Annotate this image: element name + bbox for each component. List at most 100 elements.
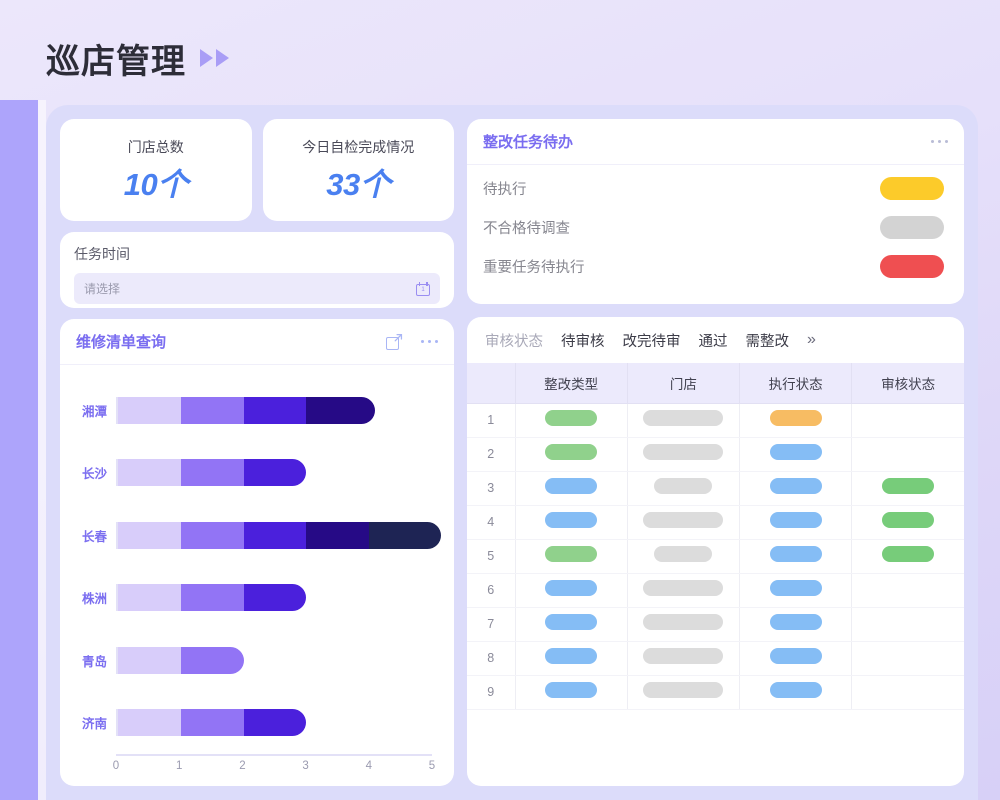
bar-row[interactable]: 长春	[68, 521, 442, 549]
cell-pill	[545, 443, 598, 460]
cell-rectification-type	[515, 675, 628, 710]
stat-card-total-stores[interactable]: 门店总数 10个	[60, 119, 252, 221]
cell-rectification-type	[515, 471, 628, 506]
filter-tab-needs-rectification[interactable]: 需整改	[745, 333, 790, 350]
stat-label: 门店总数	[127, 138, 184, 155]
x-tick-label: 0	[112, 760, 120, 772]
row-index: 1	[467, 403, 516, 438]
bar-row[interactable]: 济南	[68, 709, 432, 737]
bar-segment	[243, 584, 307, 612]
filter-expand-icon[interactable]: »	[807, 331, 816, 348]
filter-tab-fixed-pending-review[interactable]: 改完待审	[622, 333, 681, 350]
cell-pill	[882, 477, 935, 494]
cell-pill	[545, 647, 598, 664]
cell-store	[627, 641, 741, 676]
table-row[interactable]: 6	[467, 573, 964, 608]
todo-row-label: 重要任务待执行	[483, 260, 585, 276]
table-row[interactable]: 3	[467, 471, 964, 506]
row-index: 9	[467, 675, 516, 710]
cell-store	[627, 471, 741, 506]
stat-label: 今日自检完成情况	[302, 138, 415, 155]
cell-pill	[643, 511, 724, 528]
page-title: 巡店管理	[46, 42, 186, 81]
cell-pill	[769, 443, 822, 460]
filter-label: 审核状态	[485, 333, 543, 350]
cell-rectification-type	[515, 641, 628, 676]
cell-audit-status	[851, 573, 964, 608]
todo-row-label: 不合格待调查	[483, 221, 570, 237]
repair-list-chart-card: 维修清单查询 湘潭 长沙 长春 株洲 青岛 济南 0 1 2 3 4 5	[60, 319, 454, 786]
col-audit-status: 审核状态	[851, 363, 964, 404]
cell-exec-status	[739, 539, 853, 574]
cell-audit-status	[851, 437, 964, 472]
x-tick-label: 2	[239, 760, 246, 772]
bar-row[interactable]: 长沙	[68, 459, 432, 487]
filter-tab-pending-review[interactable]: 待审核	[561, 333, 605, 350]
cell-pill	[769, 647, 822, 664]
bar-row[interactable]: 株洲	[68, 584, 432, 612]
bar-segment	[243, 396, 307, 424]
cell-pill	[545, 511, 598, 528]
cell-store	[627, 505, 741, 540]
todo-row[interactable]: 待执行	[483, 169, 944, 208]
row-index: 5	[467, 539, 516, 574]
filter-tab-passed[interactable]: 通过	[698, 333, 728, 350]
cell-rectification-type	[515, 505, 628, 540]
todo-status-pill	[880, 216, 944, 239]
row-index: 4	[467, 505, 516, 540]
audit-table-card: 审核状态 待审核 改完待审 通过 需整改 » 整改类型 门店 执行状态 审核状态	[467, 317, 964, 786]
bar-rows: 湘潭长沙长春株洲青岛济南	[68, 379, 442, 754]
row-index: 3	[467, 471, 516, 506]
bar-stack	[118, 396, 376, 424]
double-right-triangle-icon[interactable]	[200, 49, 229, 67]
export-icon[interactable]	[385, 333, 403, 350]
cell-store	[627, 403, 741, 438]
cell-pill	[643, 443, 724, 460]
cell-pill	[643, 681, 724, 698]
bar-stack	[118, 709, 307, 737]
task-time-placeholder: 请选择	[84, 282, 121, 296]
bar-row[interactable]: 湘潭	[68, 396, 432, 424]
dashboard-panel: 门店总数 10个 今日自检完成情况 33个 任务时间 请选择 1 维修清单查询	[46, 105, 978, 800]
table-row[interactable]: 1	[467, 403, 964, 438]
cell-exec-status	[739, 675, 853, 710]
table-row[interactable]: 8	[467, 641, 964, 676]
task-time-card: 任务时间 请选择 1	[60, 232, 454, 308]
bar-segment	[118, 709, 181, 737]
todo-card-header: 整改任务待办	[467, 119, 964, 165]
col-index	[467, 363, 516, 404]
cell-audit-status	[851, 641, 964, 676]
stat-card-today-selfcheck[interactable]: 今日自检完成情况 33个	[262, 119, 454, 221]
cell-pill	[654, 477, 713, 494]
bar-track	[116, 459, 432, 487]
cell-audit-status	[851, 607, 964, 642]
stat-value: 33个	[326, 166, 391, 202]
rail-divider	[38, 100, 46, 800]
bar-category-label: 济南	[81, 717, 107, 732]
table-row[interactable]: 5	[467, 539, 964, 574]
cell-exec-status	[739, 573, 853, 608]
todo-list: 待执行不合格待调查 重要任务待执行	[467, 165, 964, 304]
task-time-input[interactable]: 请选择 1	[74, 273, 440, 304]
cell-exec-status	[739, 403, 853, 438]
calendar-icon[interactable]: 1	[416, 281, 430, 296]
bar-track	[116, 521, 442, 549]
table-row[interactable]: 2	[467, 437, 964, 472]
todo-row[interactable]: 重要任务待执行	[483, 247, 944, 286]
todo-row[interactable]: 不合格待调查	[483, 208, 944, 247]
cell-rectification-type	[515, 539, 628, 574]
cell-audit-status	[851, 505, 964, 540]
col-exec-status: 执行状态	[739, 363, 853, 404]
table-row[interactable]: 9	[467, 675, 964, 710]
more-dots-icon[interactable]	[930, 139, 948, 144]
table-row[interactable]: 7	[467, 607, 964, 642]
more-dots-icon[interactable]	[420, 339, 438, 344]
cell-exec-status	[739, 505, 853, 540]
bar-row[interactable]: 青岛	[68, 646, 432, 674]
todo-card-title: 整改任务待办	[483, 134, 574, 151]
cell-pill	[545, 579, 598, 596]
table-row[interactable]: 4	[467, 505, 964, 540]
bar-track	[116, 709, 432, 737]
cell-pill	[769, 613, 822, 630]
